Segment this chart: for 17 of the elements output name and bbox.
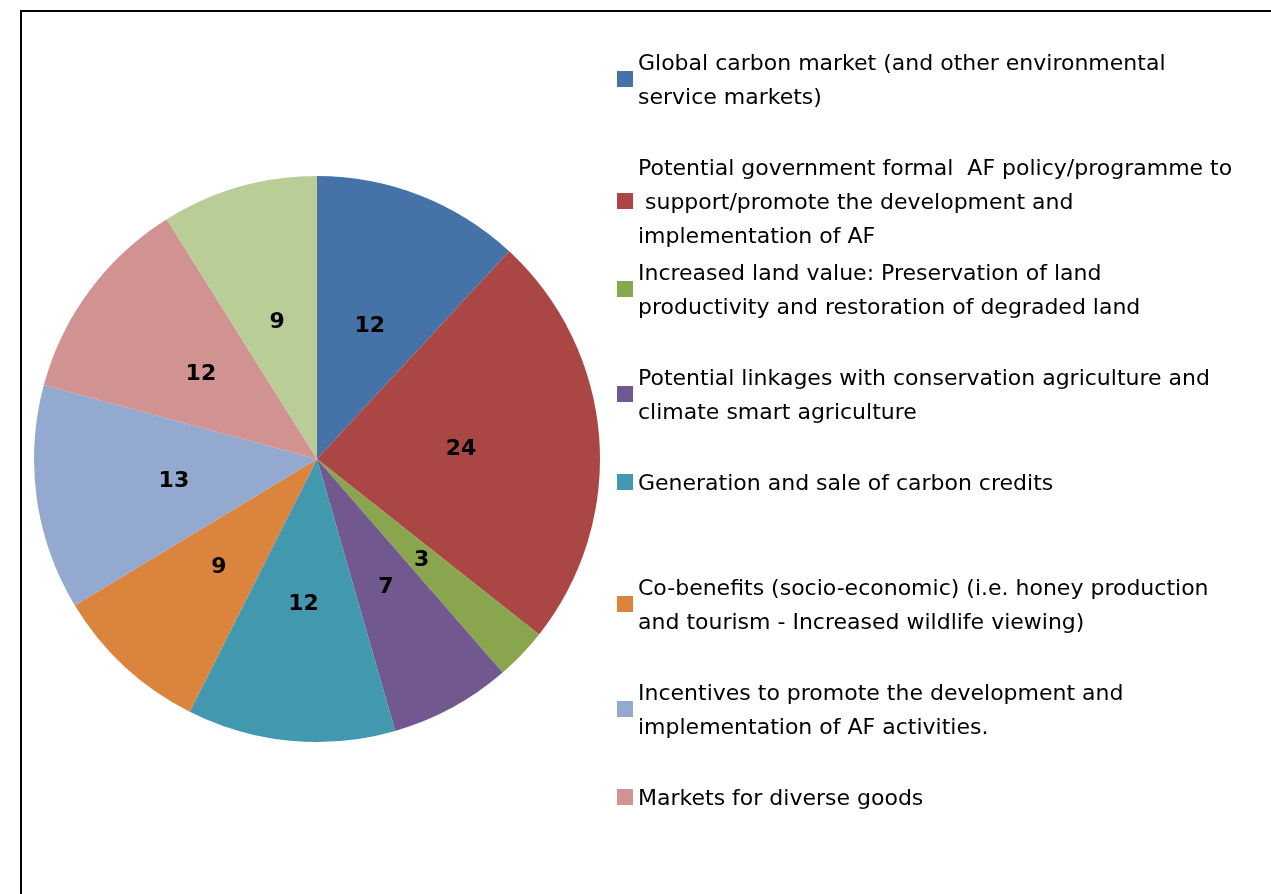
- legend-label: Potential government formal AF policy/programme to support/promote the development and implementation of AF: [638, 154, 1233, 248]
- legend-label: Incentives to promote the development and implementation of AF activities.: [638, 679, 1131, 739]
- legend-label: Potential linkages with conservation agriculture and climate smart agriculture: [638, 364, 1217, 424]
- legend-label: Markets for diverse goods: [638, 784, 924, 810]
- data-label: 9: [269, 307, 285, 333]
- legend-label: Increased land value: Preservation of land productivity and restoration of degraded land: [638, 259, 1141, 319]
- data-label: 12: [185, 360, 217, 386]
- data-label: 12: [288, 590, 319, 616]
- data-label: 9: [211, 552, 227, 578]
- legend-label: Global carbon market (and other environmental service markets): [638, 49, 1173, 109]
- legend-label: Co-benefits (socio-economic) (i.e. honey production and tourism - Increased wildlife viewing): [638, 574, 1216, 634]
- data-label: 3: [413, 546, 430, 572]
- data-label: 13: [158, 466, 190, 492]
- data-label: 24: [445, 435, 477, 461]
- data-label: 12: [354, 311, 385, 337]
- data-label: 7: [378, 573, 394, 599]
- legend-label: Generation and sale of carbon credits: [638, 469, 1054, 495]
